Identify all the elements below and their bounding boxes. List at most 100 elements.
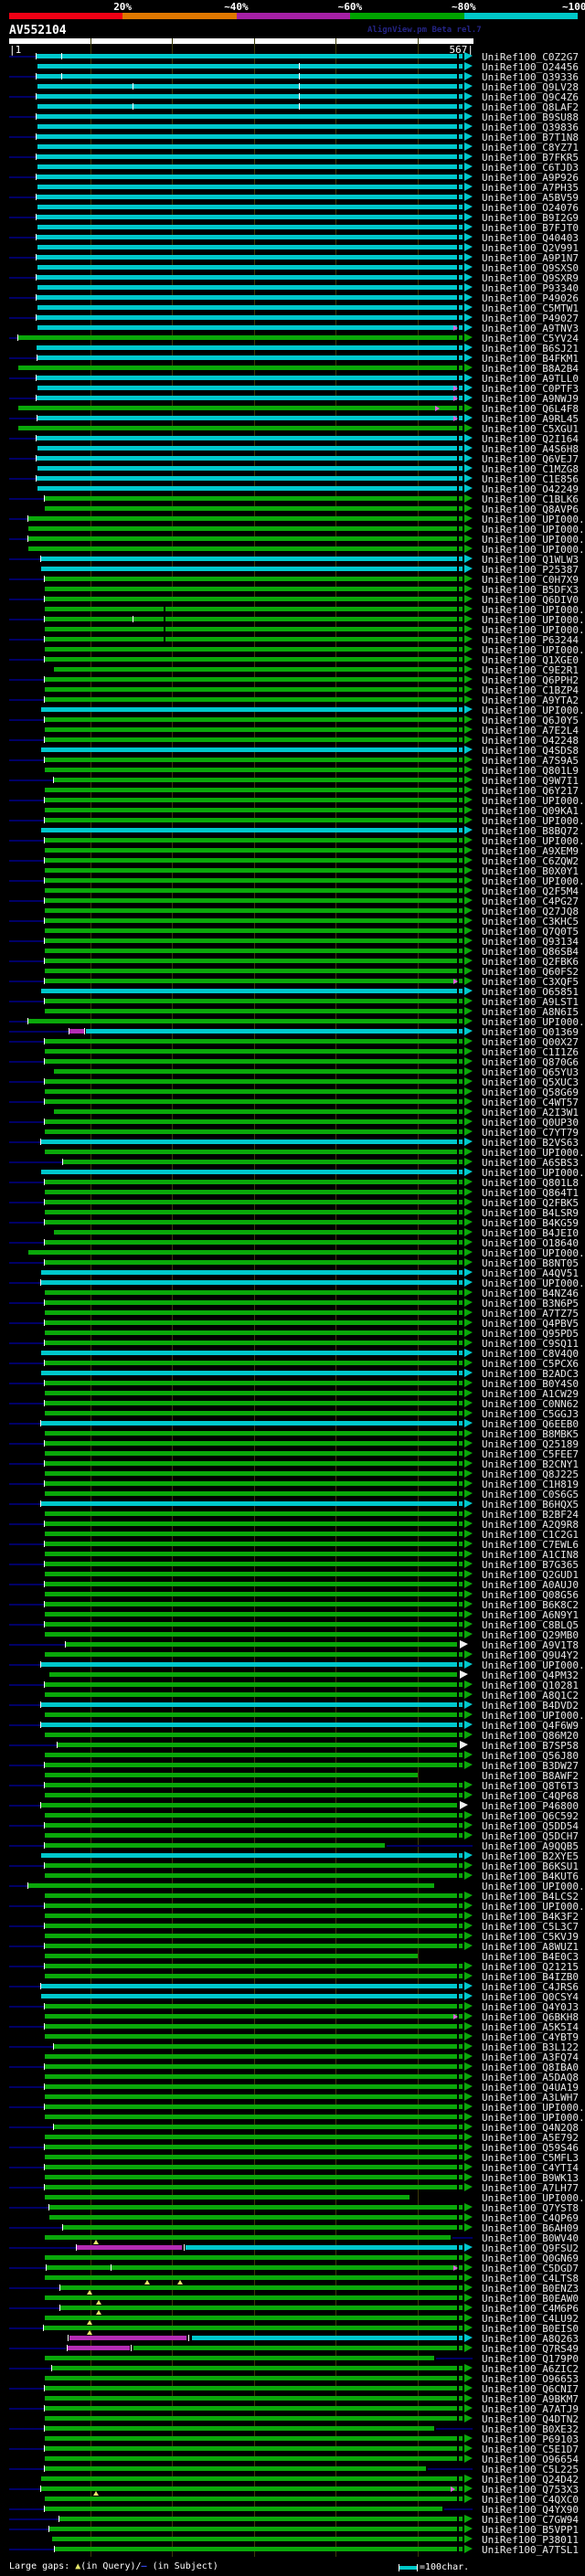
- hit-label[interactable]: UniRef100_C4YBT9: [482, 2031, 579, 2043]
- hit-label[interactable]: UniRef100_B7SP58: [482, 1740, 579, 1752]
- hit-label[interactable]: UniRef100_P46800: [482, 1800, 579, 1812]
- hit-label[interactable]: UniRef100_Q7Q0T5: [482, 926, 579, 938]
- alignment-row[interactable]: UniRef100_Q8AVP6: [0, 504, 585, 514]
- alignment-row[interactable]: UniRef100_B4JEI0: [0, 1228, 585, 1238]
- hit-label[interactable]: UniRef100_P38011: [482, 2534, 579, 2546]
- alignment-row[interactable]: UniRef100_B2XYE5: [0, 1851, 585, 1861]
- alignment-row[interactable]: UniRef100_UPI000..: [0, 514, 585, 525]
- alignment-row[interactable]: UniRef100_Q9U4Y2: [0, 1650, 585, 1660]
- hit-label[interactable]: UniRef100_B4K3F2: [482, 1911, 579, 1923]
- hit-label[interactable]: UniRef100_Q6EEB0: [482, 1418, 579, 1430]
- hit-label[interactable]: UniRef100_C5MTW1: [482, 302, 579, 314]
- alignment-row[interactable]: UniRef100_C5PCX6: [0, 1359, 585, 1369]
- alignment-row[interactable]: UniRef100_C5L225: [0, 2465, 585, 2475]
- hit-label[interactable]: UniRef100_Q6VEJ7: [482, 453, 579, 465]
- hit-label[interactable]: UniRef100_C0Z2G7: [482, 51, 579, 63]
- alignment-row[interactable]: UniRef100_B3L122: [0, 2042, 585, 2052]
- alignment-row[interactable]: UniRef100_B0X0Y1: [0, 866, 585, 876]
- alignment-row[interactable]: UniRef100_Q9W7I1: [0, 776, 585, 786]
- hit-label[interactable]: UniRef100_UPI000..: [482, 1659, 585, 1671]
- alignment-row[interactable]: UniRef100_A9BKM7: [0, 2394, 585, 2404]
- hit-label[interactable]: UniRef100_C5MFL3: [482, 2152, 579, 2164]
- hit-label[interactable]: UniRef100_B8A2B4: [482, 363, 579, 375]
- hit-label[interactable]: UniRef100_Q60FS2: [482, 966, 579, 978]
- hit-label[interactable]: UniRef100_Q24D42: [482, 2474, 579, 2486]
- alignment-row[interactable]: UniRef100_Q4SDS8: [0, 746, 585, 756]
- hit-label[interactable]: UniRef100_A5BV59: [482, 192, 579, 204]
- alignment-row[interactable]: UniRef100_C0PTF3: [0, 384, 585, 394]
- alignment-row[interactable]: UniRef100_Q870G6: [0, 1057, 585, 1067]
- alignment-row[interactable]: UniRef100_C1BZP4: [0, 685, 585, 695]
- alignment-row[interactable]: UniRef100_Q864T1: [0, 1188, 585, 1198]
- hit-label[interactable]: UniRef100_B4DVD2: [482, 1700, 579, 1712]
- alignment-row[interactable]: UniRef100_UPI000..: [0, 1660, 585, 1670]
- hit-label[interactable]: UniRef100_B7T1N8: [482, 132, 579, 143]
- alignment-row[interactable]: UniRef100_Q6PPH2: [0, 675, 585, 685]
- alignment-row[interactable]: UniRef100_A9RL45: [0, 414, 585, 424]
- hit-label[interactable]: UniRef100_B3N6P5: [482, 1298, 579, 1309]
- hit-label[interactable]: UniRef100_Q25189: [482, 1438, 579, 1450]
- hit-label[interactable]: UniRef100_Q9SXS0: [482, 262, 579, 274]
- hit-label[interactable]: UniRef100_B2VS63: [482, 1137, 579, 1149]
- hit-label[interactable]: UniRef100_Q5DCH7: [482, 1830, 579, 1842]
- alignment-row[interactable]: UniRef100_Q4DTN2: [0, 2414, 585, 2424]
- alignment-row[interactable]: UniRef100_A0AUJ0: [0, 1580, 585, 1590]
- hit-label[interactable]: UniRef100_O96653: [482, 2373, 579, 2385]
- alignment-row[interactable]: UniRef100_A9V1T8: [0, 1640, 585, 1650]
- alignment-row[interactable]: UniRef100_B7G365: [0, 1560, 585, 1570]
- alignment-row[interactable]: UniRef100_B0Y4S0: [0, 1379, 585, 1389]
- alignment-row[interactable]: UniRef100_UPI000..: [0, 705, 585, 716]
- hit-label[interactable]: UniRef100_Q2GUD1: [482, 1569, 579, 1581]
- hit-label[interactable]: UniRef100_Q4SDS8: [482, 745, 579, 757]
- hit-label[interactable]: UniRef100_C1BZP4: [482, 684, 579, 696]
- hit-label[interactable]: UniRef100_B0ENZ3: [482, 2283, 579, 2295]
- hit-label[interactable]: UniRef100_UPI000..: [482, 604, 585, 616]
- hit-label[interactable]: UniRef100_Q1XGE0: [482, 654, 579, 666]
- hit-label[interactable]: UniRef100_Q8LAF2: [482, 101, 579, 113]
- hit-label[interactable]: UniRef100_B0EIS0: [482, 2323, 579, 2335]
- alignment-row[interactable]: UniRef100_Q2F5M4: [0, 886, 585, 896]
- alignment-row[interactable]: UniRef100_A1CIN8: [0, 1550, 585, 1560]
- hit-label[interactable]: UniRef100_B3DW27: [482, 1760, 579, 1772]
- alignment-row[interactable]: UniRef100_C0NN62: [0, 1399, 585, 1409]
- hit-label[interactable]: UniRef100_Q27JQ8: [482, 906, 579, 917]
- alignment-row[interactable]: UniRef100_C9E2R1: [0, 665, 585, 675]
- alignment-row[interactable]: UniRef100_UPI000..: [0, 645, 585, 655]
- hit-label[interactable]: UniRef100_B2XYE5: [482, 1850, 579, 1862]
- hit-label[interactable]: UniRef100_A7TZ75: [482, 1308, 579, 1320]
- hit-label[interactable]: UniRef100_A4QV51: [482, 1267, 579, 1279]
- alignment-row[interactable]: UniRef100_A8Q263: [0, 2334, 585, 2344]
- hit-label[interactable]: UniRef100_B2BF24: [482, 1509, 579, 1521]
- alignment-row[interactable]: UniRef100_A7S9A5: [0, 756, 585, 766]
- hit-label[interactable]: UniRef100_Q2FBK6: [482, 956, 579, 968]
- alignment-row[interactable]: UniRef100_UPI000..: [0, 876, 585, 886]
- hit-label[interactable]: UniRef100_B0X0Y1: [482, 865, 579, 877]
- hit-label[interactable]: UniRef100_C0S6G5: [482, 1489, 579, 1500]
- alignment-row[interactable]: UniRef100_B2VS63: [0, 1138, 585, 1148]
- hit-label[interactable]: UniRef100_C4LU92: [482, 2313, 579, 2325]
- alignment-row[interactable]: UniRef100_B6SJ21: [0, 344, 585, 354]
- hit-label[interactable]: UniRef100_P49026: [482, 292, 579, 304]
- hit-label[interactable]: UniRef100_Q7YST8: [482, 2202, 579, 2214]
- hit-label[interactable]: UniRef100_B5VPP1: [482, 2524, 579, 2536]
- hit-label[interactable]: UniRef100_Q9C4Z6: [482, 91, 579, 103]
- hit-label[interactable]: UniRef100_UPI000..: [482, 544, 585, 556]
- alignment-row[interactable]: UniRef100_Q24D42: [0, 2475, 585, 2485]
- hit-label[interactable]: UniRef100_C1E856: [482, 473, 579, 485]
- hit-label[interactable]: UniRef100_Q56J80: [482, 1750, 579, 1762]
- hit-label[interactable]: UniRef100_O42249: [482, 483, 579, 495]
- hit-label[interactable]: UniRef100_UPI000..: [482, 2102, 585, 2114]
- hit-label[interactable]: UniRef100_C4YTI4: [482, 2162, 579, 2174]
- alignment-row[interactable]: UniRef100_B4KUT6: [0, 1871, 585, 1882]
- hit-label[interactable]: UniRef100_C4QP68: [482, 1790, 579, 1802]
- hit-label[interactable]: UniRef100_C6ZQW2: [482, 855, 579, 867]
- hit-label[interactable]: UniRef100_Q2V991: [482, 242, 579, 254]
- hit-label[interactable]: UniRef100_A5K5I4: [482, 2021, 579, 2033]
- hit-label[interactable]: UniRef100_Q5XUC3: [482, 1076, 579, 1088]
- hit-label[interactable]: UniRef100_B5DFX3: [482, 584, 579, 596]
- alignment-row[interactable]: UniRef100_Q6C592: [0, 1811, 585, 1821]
- alignment-row[interactable]: UniRef100_Q40403: [0, 233, 585, 243]
- hit-label[interactable]: UniRef100_C4JRS6: [482, 1981, 579, 1993]
- hit-label[interactable]: UniRef100_Q86M20: [482, 1730, 579, 1742]
- alignment-row[interactable]: UniRef100_UPI000..: [0, 535, 585, 545]
